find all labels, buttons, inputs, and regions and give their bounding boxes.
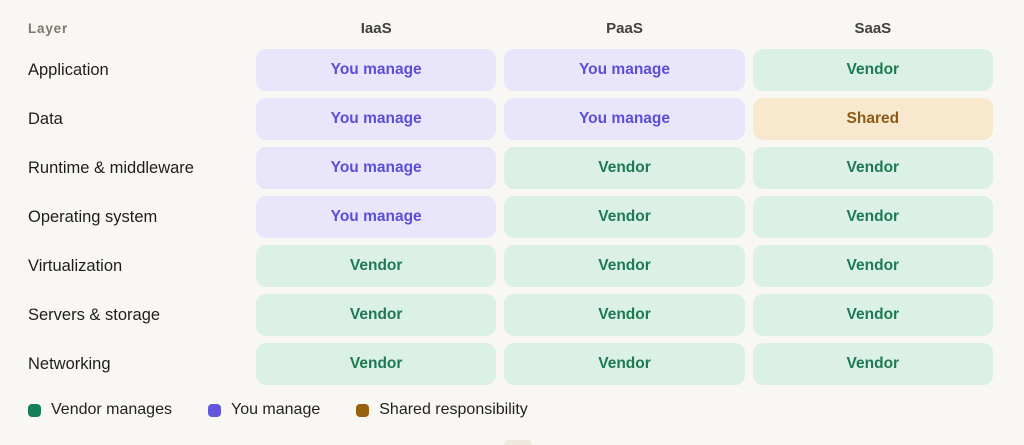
legend-label-vendor: Vendor manages (51, 401, 172, 418)
legend-swatch-you-icon (207, 403, 221, 417)
cell-virtualization-saas: Vendor (752, 245, 993, 287)
column-header-layer: Layer (28, 20, 69, 36)
row-label-application: Application (28, 60, 109, 79)
row-label-servers-storage: Servers & storage (28, 305, 161, 324)
cell-servers-storage-paas: Vendor (504, 294, 745, 336)
legend-label-you: You manage (230, 401, 321, 418)
cell-application-saas: Vendor (752, 49, 993, 91)
cell-virtualization-paas: Vendor (504, 245, 745, 287)
legend: Vendor manages You manage Shared responsib… (28, 401, 1024, 419)
cutoff-element (504, 440, 532, 445)
cell-runtime-middleware-paas: Vendor (504, 147, 745, 189)
cell-networking-iaas: Vendor (256, 343, 497, 385)
cell-operating-system-iaas: You manage (256, 196, 497, 238)
matrix-table: Layer IaaS PaaS SaaS Application You manage Yo… (28, 19, 993, 385)
cell-servers-storage-iaas: Vendor (256, 294, 497, 336)
cell-networking-paas: Vendor (504, 343, 745, 385)
legend-item-shared: Shared responsibility (356, 401, 528, 419)
cell-virtualization-iaas: Vendor (256, 245, 497, 287)
cell-operating-system-saas: Vendor (752, 196, 993, 238)
cell-runtime-middleware-iaas: You manage (256, 147, 497, 189)
cell-data-saas: Shared (752, 98, 993, 140)
cell-servers-storage-saas: Vendor (752, 294, 993, 336)
cell-application-iaas: You manage (256, 49, 497, 91)
row-label-runtime-middleware: Runtime & middleware (28, 158, 194, 177)
row-label-data: Data (28, 109, 63, 128)
row-label-virtualization: Virtualization (28, 256, 123, 275)
legend-swatch-shared-icon (356, 403, 370, 417)
cell-runtime-middleware-saas: Vendor (752, 147, 993, 189)
legend-swatch-vendor-icon (28, 403, 41, 417)
cell-operating-system-paas: Vendor (504, 196, 745, 238)
row-label-networking: Networking (28, 354, 111, 373)
cell-application-paas: You manage (504, 49, 745, 91)
legend-item-vendor: Vendor manages (28, 401, 172, 419)
column-header-saas: SaaS (854, 19, 892, 37)
column-header-iaas: IaaS (360, 19, 392, 37)
legend-label-shared: Shared responsibility (379, 401, 528, 418)
legend-item-you: You manage (207, 401, 321, 419)
row-label-operating-system: Operating system (28, 207, 158, 226)
cell-networking-saas: Vendor (752, 343, 993, 385)
cell-data-iaas: You manage (256, 98, 497, 140)
cell-data-paas: You manage (504, 98, 745, 140)
column-header-paas: PaaS (606, 19, 643, 37)
